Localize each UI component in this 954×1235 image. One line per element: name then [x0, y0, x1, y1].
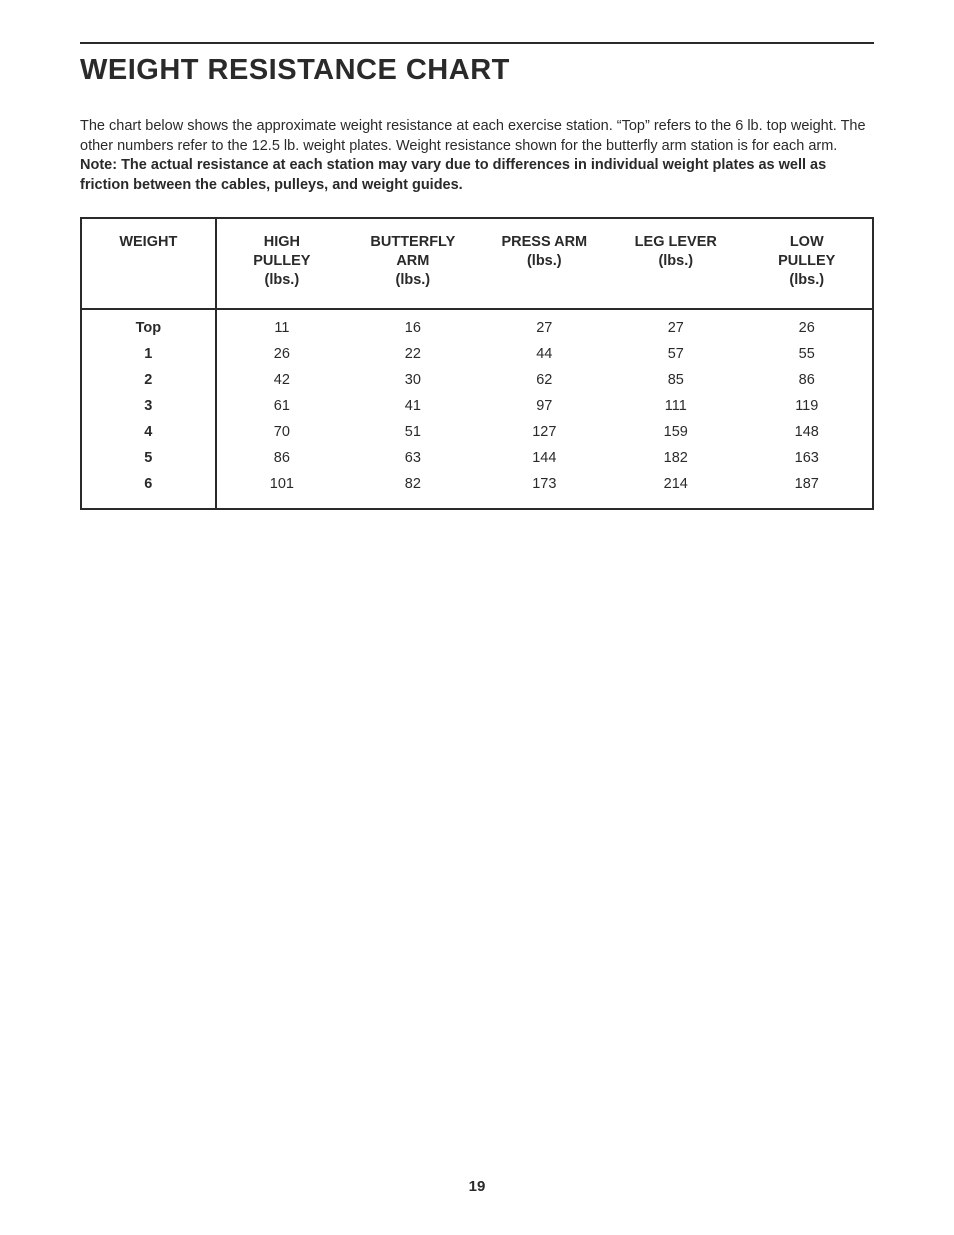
table-body: Top 11 16 27 27 26 1 26 22 44 57 55 2 42…: [81, 309, 873, 509]
cell-weight: 3: [81, 393, 216, 419]
cell-weight: Top: [81, 309, 216, 341]
col-header-press-arm: PRESS ARM (lbs.): [479, 218, 610, 309]
cell-value: 173: [479, 471, 610, 509]
col-header-text: (lbs.): [658, 253, 693, 269]
cell-weight: 5: [81, 445, 216, 471]
cell-value: 187: [742, 471, 874, 509]
cell-value: 42: [216, 367, 347, 393]
table-row: 1 26 22 44 57 55: [81, 341, 873, 367]
col-header-high-pulley: HIGH PULLEY (lbs.): [216, 218, 347, 309]
cell-value: 163: [742, 445, 874, 471]
cell-value: 26: [216, 341, 347, 367]
col-header-text: LOW: [790, 234, 824, 250]
cell-value: 86: [216, 445, 347, 471]
col-header-low-pulley: LOW PULLEY (lbs.): [742, 218, 874, 309]
cell-value: 182: [610, 445, 741, 471]
page-title: WEIGHT RESISTANCE CHART: [80, 54, 874, 87]
cell-value: 51: [347, 419, 478, 445]
cell-value: 127: [479, 419, 610, 445]
col-header-text: (lbs.): [789, 272, 824, 288]
cell-value: 119: [742, 393, 874, 419]
intro-paragraph: The chart below shows the approximate we…: [80, 117, 874, 195]
cell-value: 55: [742, 341, 874, 367]
table-header: WEIGHT HIGH PULLEY (lbs.) BUTTERFLY ARM …: [81, 218, 873, 309]
col-header-text: (lbs.): [396, 272, 431, 288]
cell-value: 30: [347, 367, 478, 393]
cell-weight: 4: [81, 419, 216, 445]
col-header-text: PULLEY: [253, 253, 310, 269]
col-header-text: (lbs.): [265, 272, 300, 288]
cell-weight: 2: [81, 367, 216, 393]
cell-weight: 6: [81, 471, 216, 509]
cell-value: 27: [610, 309, 741, 341]
cell-value: 144: [479, 445, 610, 471]
cell-value: 111: [610, 393, 741, 419]
table-row: Top 11 16 27 27 26: [81, 309, 873, 341]
table-row: 5 86 63 144 182 163: [81, 445, 873, 471]
table-row: 4 70 51 127 159 148: [81, 419, 873, 445]
cell-value: 148: [742, 419, 874, 445]
cell-value: 63: [347, 445, 478, 471]
page-number: 19: [0, 1178, 954, 1195]
cell-value: 26: [742, 309, 874, 341]
cell-value: 159: [610, 419, 741, 445]
col-header-weight: WEIGHT: [81, 218, 216, 309]
col-header-text: LEG LEVER: [635, 234, 717, 250]
cell-value: 97: [479, 393, 610, 419]
col-header-leg-lever: LEG LEVER (lbs.): [610, 218, 741, 309]
cell-value: 16: [347, 309, 478, 341]
cell-value: 101: [216, 471, 347, 509]
table-row: 3 61 41 97 111 119: [81, 393, 873, 419]
cell-value: 41: [347, 393, 478, 419]
intro-bold-text: Note: The actual resistance at each stat…: [80, 157, 826, 193]
cell-value: 57: [610, 341, 741, 367]
col-header-text: HIGH: [264, 234, 300, 250]
cell-value: 70: [216, 419, 347, 445]
cell-value: 82: [347, 471, 478, 509]
cell-weight: 1: [81, 341, 216, 367]
col-header-text: PRESS ARM: [501, 234, 587, 250]
cell-value: 61: [216, 393, 347, 419]
table-row: 6 101 82 173 214 187: [81, 471, 873, 509]
col-header-butterfly-arm: BUTTERFLY ARM (lbs.): [347, 218, 478, 309]
cell-value: 62: [479, 367, 610, 393]
cell-value: 214: [610, 471, 741, 509]
cell-value: 44: [479, 341, 610, 367]
cell-value: 22: [347, 341, 478, 367]
col-header-text: PULLEY: [778, 253, 835, 269]
cell-value: 11: [216, 309, 347, 341]
title-rule: [80, 42, 874, 44]
col-header-text: ARM: [396, 253, 429, 269]
intro-plain-text: The chart below shows the approximate we…: [80, 118, 866, 154]
col-header-text: BUTTERFLY: [370, 234, 455, 250]
col-header-text: (lbs.): [527, 253, 562, 269]
cell-value: 86: [742, 367, 874, 393]
weight-resistance-table: WEIGHT HIGH PULLEY (lbs.) BUTTERFLY ARM …: [80, 217, 874, 510]
col-header-text: WEIGHT: [119, 234, 177, 250]
cell-value: 27: [479, 309, 610, 341]
cell-value: 85: [610, 367, 741, 393]
table-row: 2 42 30 62 85 86: [81, 367, 873, 393]
